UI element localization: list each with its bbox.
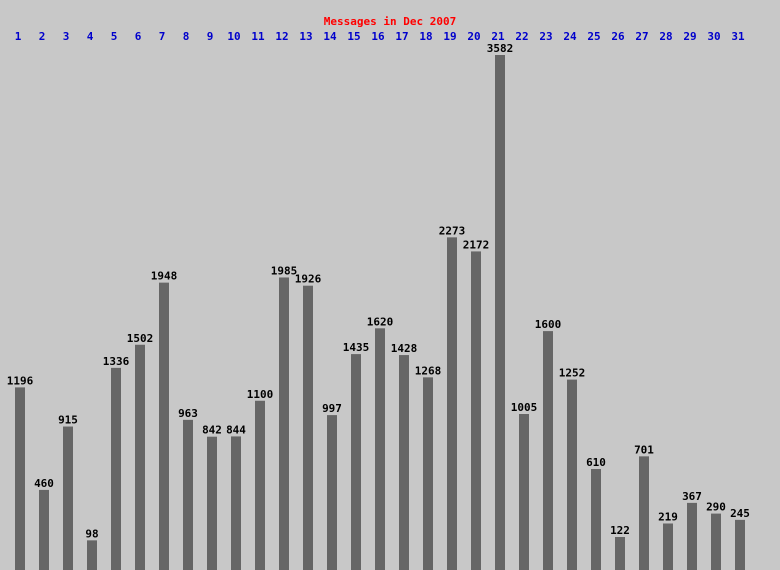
bar [639,456,649,570]
x-tick-label: 25 [587,30,600,43]
bar [735,519,745,570]
bar [591,469,601,570]
x-tick-label: 9 [207,30,214,43]
x-tick-label: 6 [135,30,142,43]
x-tick-label: 22 [515,30,528,43]
x-tick-label: 16 [371,30,385,43]
bar [111,367,121,570]
bar [567,379,577,570]
bar [495,55,505,570]
x-tick-label: 31 [731,30,745,43]
bar [543,331,553,570]
bar [663,523,673,570]
bar [87,540,97,570]
value-label: 1948 [151,270,178,283]
bar [183,419,193,570]
value-label: 1620 [367,315,394,328]
value-label: 1926 [295,273,322,286]
value-label: 367 [682,490,702,503]
x-tick-label: 21 [491,30,505,43]
value-label: 2273 [439,224,466,237]
x-tick-label: 27 [635,30,648,43]
bar [327,415,337,570]
value-label: 1100 [247,388,274,401]
x-tick-label: 4 [87,30,94,43]
value-label: 122 [610,524,630,537]
x-tick-label: 5 [111,30,118,43]
x-tick-label: 12 [275,30,288,43]
x-tick-label: 8 [183,30,190,43]
value-label: 1502 [127,332,154,345]
value-label: 997 [322,402,342,415]
x-tick-label: 10 [227,30,240,43]
x-tick-label: 1 [15,30,22,43]
value-label: 701 [634,443,654,456]
value-label: 610 [586,456,606,469]
bar [63,426,73,570]
x-tick-label: 17 [395,30,408,43]
x-tick-label: 20 [467,30,480,43]
value-label: 1005 [511,401,538,414]
bar [447,237,457,570]
value-label: 915 [58,414,78,427]
bar [15,387,25,570]
bar [423,377,433,570]
value-label: 842 [202,424,222,437]
x-tick-label: 11 [251,30,265,43]
x-tick-label: 23 [539,30,552,43]
x-tick-label: 3 [63,30,70,43]
value-label: 98 [85,527,98,540]
bar [207,436,217,570]
value-label: 3582 [487,42,514,55]
bar [279,277,289,570]
bar [399,355,409,570]
x-tick-label: 30 [707,30,720,43]
value-label: 219 [658,510,678,523]
value-label: 2172 [463,238,490,251]
x-tick-label: 29 [683,30,696,43]
value-label: 245 [730,507,750,520]
value-label: 1600 [535,318,562,331]
x-tick-label: 13 [299,30,312,43]
value-label: 290 [706,501,726,514]
x-tick-label: 24 [563,30,577,43]
bar [519,413,529,570]
x-tick-label: 26 [611,30,625,43]
bar [231,436,241,570]
chart-title: Messages in Dec 2007 [324,15,456,28]
bar [351,354,361,570]
bar [711,513,721,570]
value-label: 1268 [415,364,442,377]
value-label: 963 [178,407,198,420]
value-label: 1336 [103,355,130,368]
bar [39,489,49,570]
value-label: 1252 [559,367,586,380]
x-tick-label: 18 [419,30,432,43]
bar [687,502,697,570]
value-label: 1196 [7,374,34,387]
x-tick-label: 28 [659,30,672,43]
bar [615,537,625,570]
value-label: 1435 [343,341,370,354]
value-label: 844 [226,423,246,436]
value-label: 1428 [391,342,418,355]
bar [471,251,481,570]
x-tick-label: 15 [347,30,360,43]
x-tick-label: 7 [159,30,166,43]
value-label: 1985 [271,264,298,277]
bar [255,400,265,570]
x-tick-label: 19 [443,30,456,43]
bar [375,328,385,570]
x-tick-label: 14 [323,30,337,43]
value-label: 460 [34,477,54,490]
bar [135,344,145,570]
x-tick-label: 2 [39,30,46,43]
bar [303,285,313,570]
bar [159,282,169,570]
